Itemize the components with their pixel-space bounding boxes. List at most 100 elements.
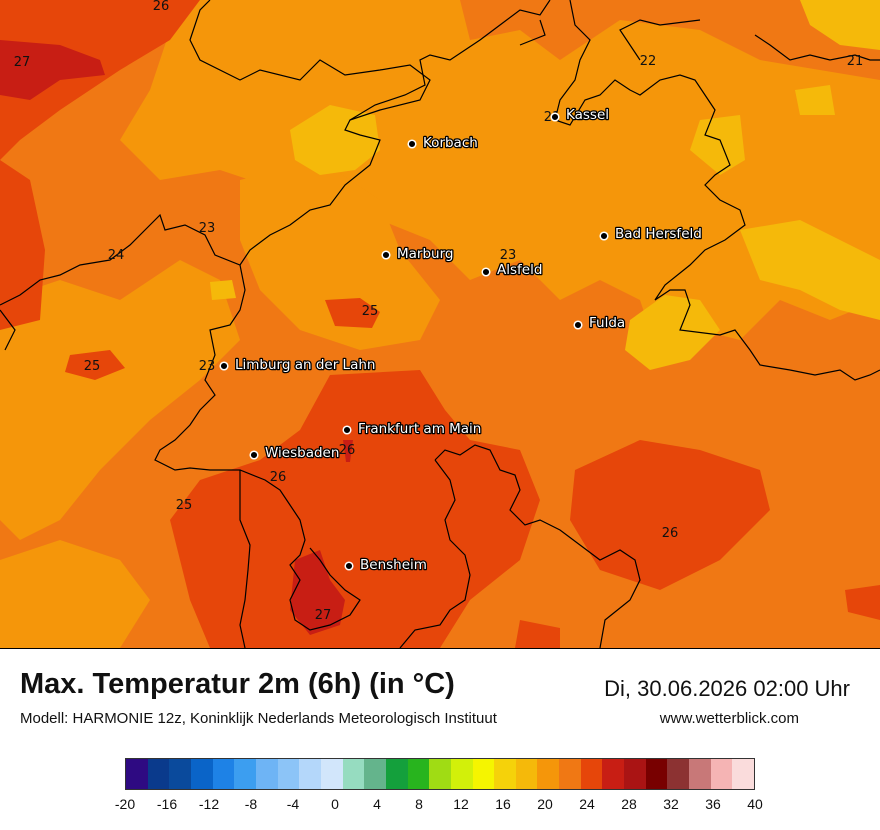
city-label: Korbach [423, 135, 478, 151]
city-label: Frankfurt am Main [358, 421, 481, 437]
legend-swatch [342, 759, 365, 789]
city-dot-icon [599, 231, 609, 241]
city-dot-icon [344, 561, 354, 571]
legend-swatch [147, 759, 170, 789]
legend-swatch [645, 759, 668, 789]
contour-label: 25 [176, 498, 193, 513]
city-dot-icon [550, 112, 560, 122]
western-borders [0, 309, 251, 648]
contour-label: 23 [199, 359, 216, 374]
city-markers: Kassel Korbach Bad Hersfeld Marburg Alsf… [219, 106, 703, 574]
legend-tick-label: 28 [621, 796, 637, 812]
city-kassel[interactable]: Kassel [550, 106, 610, 124]
city-dot-icon [573, 320, 583, 330]
legend-swatch [385, 759, 408, 789]
contour-label: 26 [270, 470, 287, 485]
city-dot-icon [342, 425, 352, 435]
city-korbach[interactable]: Korbach [407, 134, 479, 152]
legend-swatch [710, 759, 733, 789]
city-label: Kassel [566, 107, 609, 123]
legend-swatch [494, 759, 516, 789]
field-zone-26-frankfurt [170, 370, 540, 648]
city-dot-icon [249, 450, 259, 460]
field-zone-22-ne2 [795, 85, 835, 115]
contour-label: 23 [199, 221, 216, 236]
map-canvas: 26 27 22 21 21 23 24 23 25 25 23 26 26 2… [0, 0, 880, 648]
field-zone-22-west [210, 280, 236, 300]
field-zone-26-se [570, 440, 770, 590]
legend-swatch [689, 759, 711, 789]
state-borders [0, 0, 880, 631]
field-zone-27-frankfurt [343, 440, 353, 462]
legend-tick-label: -12 [198, 796, 220, 812]
legend-swatch [320, 759, 343, 789]
field-zone-24 [0, 260, 240, 540]
temperature-map[interactable]: 26 27 22 21 21 23 24 23 25 25 23 26 26 2… [0, 0, 880, 649]
contour-label: 26 [153, 0, 170, 14]
forecast-datetime: Di, 30.06.2026 02:00 Uhr [604, 676, 850, 701]
legend-tick-label: 32 [663, 796, 679, 812]
field-zone-21-east [740, 220, 880, 320]
contour-label: 23 [500, 248, 517, 263]
legend-swatch [472, 759, 495, 789]
city-label: Bad Hersfeld [615, 226, 702, 242]
contour-label: 25 [84, 359, 101, 374]
field-zone-25-center [325, 298, 380, 328]
city-dot-icon [481, 267, 491, 277]
city-limburg-an-der-lahn[interactable]: Limburg an der Lahn [219, 356, 377, 374]
field-zone-26-se2 [845, 585, 880, 620]
model-subtitle: Modell: HARMONIE 12z, Koninklijk Nederla… [20, 710, 497, 727]
city-alsfeld[interactable]: Alsfeld [481, 261, 544, 279]
legend-tick-label: -4 [286, 796, 300, 812]
legend-swatch [667, 759, 690, 789]
legend-tick-label: -16 [156, 796, 178, 812]
city-label: Wiesbaden [265, 445, 339, 461]
contour-label: 22 [640, 54, 657, 69]
legend-tick-label: 16 [495, 796, 511, 812]
website-link[interactable]: www.wetterblick.com [659, 710, 799, 727]
legend-swatch [407, 759, 430, 789]
field-zone-27-bensheim [290, 550, 345, 635]
contour-label: 27 [14, 55, 31, 70]
city-dot-icon [219, 361, 229, 371]
field-zone-27-nw [0, 40, 105, 100]
city-marburg[interactable]: Marburg [381, 245, 455, 263]
field-zone-21-ne [800, 0, 880, 50]
legend-tick-label: 8 [415, 796, 423, 812]
legend-tick-label: -20 [114, 796, 136, 812]
city-frankfurt-am-main[interactable]: Frankfurt am Main [342, 420, 483, 438]
contour-label: 26 [662, 526, 679, 541]
legend-swatch [450, 759, 473, 789]
city-label: Bensheim [360, 557, 427, 573]
legend-swatch [255, 759, 278, 789]
field-zone-23b [240, 160, 440, 350]
legend-swatch [299, 759, 321, 789]
city-fulda[interactable]: Fulda [573, 314, 626, 332]
contour-label: 24 [108, 248, 125, 263]
field-zone-25-west [65, 350, 125, 380]
field-zone-22-fulda [625, 295, 720, 370]
contour-label: 25 [362, 304, 379, 319]
map-title: Max. Temperatur 2m (6h) (in °C) [20, 668, 455, 700]
legend-tick-label: 4 [373, 796, 381, 812]
city-dot-icon [381, 250, 391, 260]
legend-swatch [234, 759, 256, 789]
legend-swatch [364, 759, 386, 789]
city-bad-hersfeld[interactable]: Bad Hersfeld [599, 225, 703, 243]
city-label: Fulda [589, 315, 625, 331]
contour-label: 27 [315, 608, 332, 623]
legend-tick-label: 24 [579, 796, 595, 812]
legend-swatch [732, 759, 755, 789]
contour-labels: 26 27 22 21 21 23 24 23 25 25 23 26 26 2… [14, 0, 864, 623]
legend-tick-label: 0 [331, 796, 339, 812]
field-zone-26-w [0, 160, 45, 330]
legend-swatch [602, 759, 625, 789]
field-zone-26-nw [0, 0, 200, 160]
legend-swatch [126, 759, 148, 789]
legend-swatch [212, 759, 235, 789]
city-label: Limburg an der Lahn [235, 357, 375, 373]
city-bensheim[interactable]: Bensheim [344, 556, 428, 574]
city-label: Marburg [397, 246, 453, 262]
legend-swatch [190, 759, 213, 789]
city-wiesbaden[interactable]: Wiesbaden [249, 444, 341, 462]
